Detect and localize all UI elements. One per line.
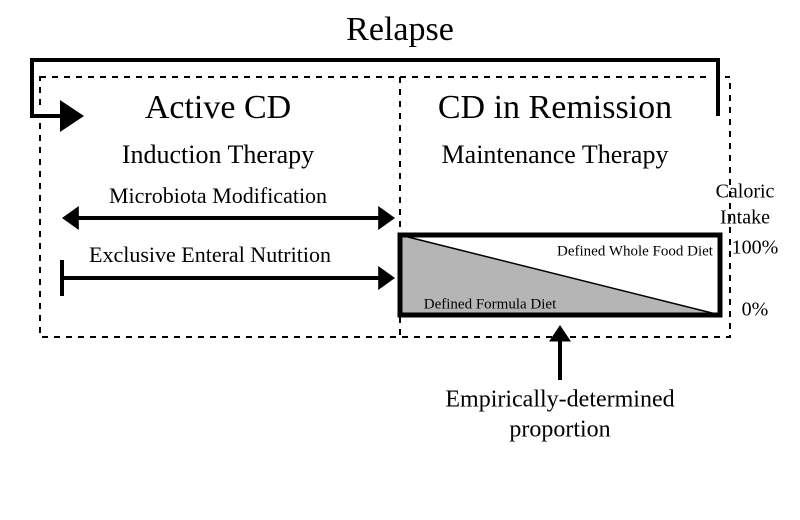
empirical-arrowhead <box>549 325 571 342</box>
left-therapy: Induction Therapy <box>122 140 314 170</box>
microbiota-label: Microbiota Modification <box>109 183 327 209</box>
caloric-label-1: Caloric <box>716 181 775 204</box>
left-title: Active CD <box>145 89 291 127</box>
een-label: Exclusive Enteral Nutrition <box>89 242 331 268</box>
relapse-label: Relapse <box>346 11 454 49</box>
empirical-label-2: proportion <box>509 417 610 444</box>
empirical-label-1: Empirically-determined <box>445 387 674 414</box>
caloric-0: 0% <box>742 299 769 322</box>
relapse-arrowhead <box>60 100 84 132</box>
microbiota-arrowhead-left <box>62 206 79 230</box>
whole-food-label: Defined Whole Food Diet <box>557 244 713 261</box>
caloric-100: 100% <box>732 237 779 260</box>
right-title: CD in Remission <box>438 89 672 127</box>
een-arrowhead <box>378 266 395 290</box>
formula-diet-label: Defined Formula Diet <box>424 297 556 314</box>
diagram-stage: Relapse Active CD Induction Therapy Micr… <box>0 0 800 520</box>
microbiota-arrowhead-right <box>378 206 395 230</box>
caloric-label-2: Intake <box>720 207 770 230</box>
right-therapy: Maintenance Therapy <box>442 140 669 170</box>
